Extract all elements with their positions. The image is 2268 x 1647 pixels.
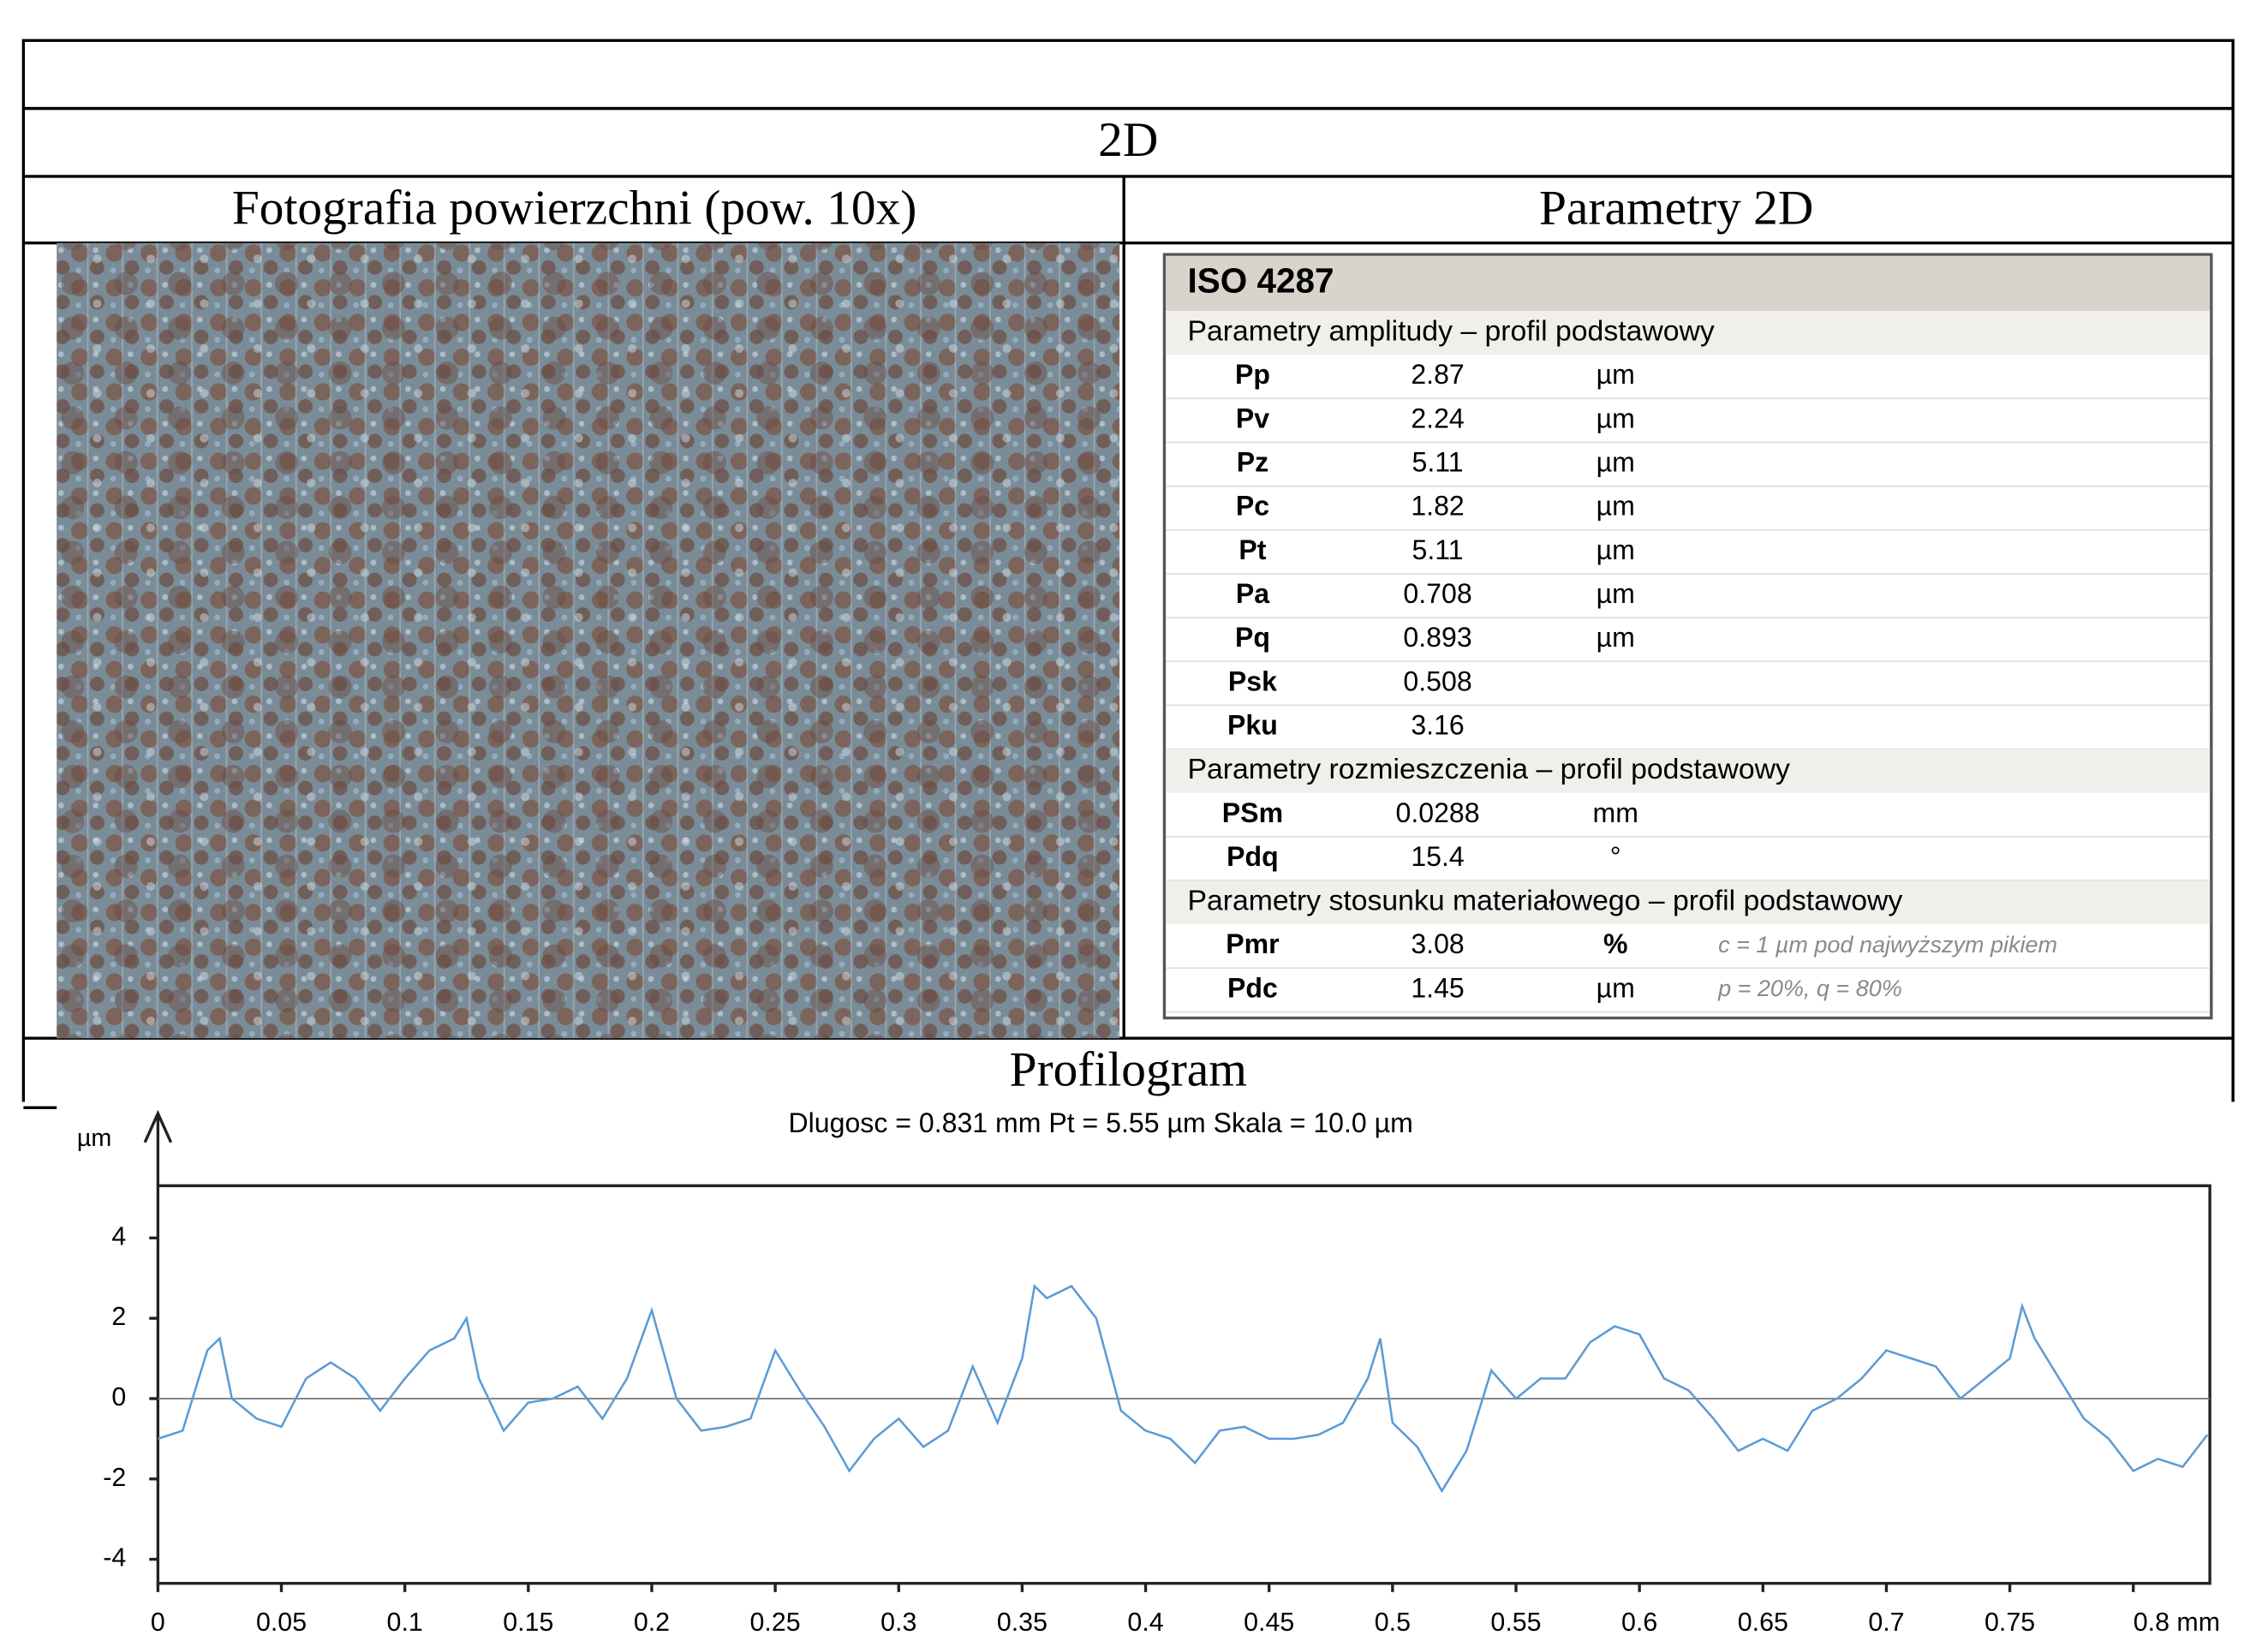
plot-frame	[156, 1184, 2211, 1585]
param-name: Pmr	[1226, 928, 1279, 959]
param-unit: µm	[1597, 622, 1635, 653]
param-unit: mm	[1593, 797, 1638, 828]
group-bar	[1166, 749, 2211, 793]
photo-header: Fotografia powierzchni (pow. 10x)	[232, 181, 917, 235]
param-name: Pz	[1237, 447, 1268, 478]
param-name: Pc	[1236, 491, 1269, 522]
x-tick-label: 0.1	[387, 1608, 423, 1637]
surface-photo	[57, 242, 1120, 1039]
x-tick-label: 0.6	[1621, 1608, 1657, 1637]
chart-title: Dlugosc = 0.831 mm Pt = 5.55 µm Skala = …	[789, 1107, 1413, 1138]
x-tick-label: 0.4	[1127, 1608, 1163, 1637]
param-note: p = 20%, q = 80%	[1717, 976, 1902, 1001]
param-name: Psk	[1228, 665, 1277, 696]
param-name: Pdq	[1227, 841, 1279, 872]
x-tick-label: 0.5	[1375, 1608, 1411, 1637]
param-note: c = 1 µm pod najwyższym pikiem	[1718, 932, 2057, 958]
y-tick-label: -4	[103, 1543, 126, 1572]
y-axis-label: µm	[77, 1125, 111, 1152]
param-name: Pa	[1236, 578, 1270, 609]
group-bar	[1166, 880, 2211, 925]
group-bar	[1166, 310, 2211, 355]
y-tick-label: 4	[111, 1221, 126, 1250]
profilogram-header: Profilogram	[1010, 1043, 1247, 1097]
x-tick-label: 0.8 mm	[2134, 1608, 2220, 1637]
x-tick-label: 0.3	[880, 1608, 916, 1637]
params-header: Parametry 2D	[1539, 181, 1813, 235]
param-unit: °	[1610, 841, 1621, 872]
param-unit: %	[1603, 928, 1628, 959]
param-unit: µm	[1597, 578, 1635, 609]
param-value: 1.45	[1411, 972, 1464, 1003]
param-unit: µm	[1597, 534, 1635, 565]
param-unit: µm	[1597, 491, 1635, 522]
param-value: 1.82	[1411, 491, 1464, 522]
param-unit: µm	[1597, 972, 1635, 1003]
params-title: ISO 4287	[1187, 261, 1334, 301]
x-tick-label: 0.05	[256, 1608, 307, 1637]
param-value: 0.0288	[1396, 797, 1480, 828]
x-tick-label: 0.55	[1490, 1608, 1541, 1637]
param-name: Pt	[1238, 534, 1266, 565]
param-value: 3.16	[1411, 709, 1464, 740]
param-unit: µm	[1597, 403, 1635, 433]
x-tick-label: 0.25	[750, 1608, 801, 1637]
profile-line	[157, 1283, 2209, 1494]
group-name: Parametry stosunku materiałowego – profi…	[1187, 885, 1902, 917]
param-value: 2.87	[1411, 359, 1464, 390]
x-tick-label: 0.35	[997, 1608, 1047, 1637]
chart-background	[2, 1101, 2266, 1647]
param-value: 15.4	[1411, 841, 1464, 872]
param-value: 5.11	[1412, 534, 1464, 565]
param-value: 2.24	[1411, 403, 1464, 433]
x-tick-label: 0.65	[1738, 1608, 1788, 1637]
param-value: 0.708	[1403, 578, 1471, 609]
param-value: 0.508	[1403, 665, 1471, 696]
param-name: Pv	[1236, 403, 1269, 433]
y-tick-label: -2	[103, 1463, 126, 1492]
profilogram-chart: Dlugosc = 0.831 mm Pt = 5.55 µm Skala = …	[77, 1107, 2220, 1637]
param-name: Pq	[1235, 622, 1270, 653]
param-unit: µm	[1597, 359, 1635, 390]
section-title: 2D	[1098, 113, 1158, 167]
y-tick-label: 2	[111, 1302, 126, 1331]
param-unit: µm	[1597, 447, 1635, 478]
param-name: Pp	[1235, 359, 1270, 390]
param-name: PSm	[1222, 797, 1283, 828]
x-tick-label: 0.2	[634, 1608, 670, 1637]
x-tick-label: 0	[151, 1608, 165, 1637]
param-value: 5.11	[1412, 447, 1464, 478]
x-tick-label: 0.45	[1244, 1608, 1294, 1637]
group-name: Parametry amplitudy – profil podstawowy	[1187, 314, 1714, 347]
group-name: Parametry rozmieszczenia – profil podsta…	[1187, 753, 1790, 785]
y-tick-label: 0	[111, 1382, 126, 1411]
x-tick-label: 0.7	[1868, 1608, 1904, 1637]
params-title-bar	[1166, 255, 2211, 311]
y-axis-arrow	[143, 1109, 173, 1186]
x-tick-label: 0.75	[1984, 1608, 2035, 1637]
param-name: Pdc	[1227, 972, 1278, 1003]
parameters-table: ISO 4287 Parametry amplitudy – profil pod…	[1162, 253, 2213, 1020]
param-value: 3.08	[1411, 928, 1464, 959]
param-name: Pku	[1227, 709, 1278, 740]
param-value: 0.893	[1403, 622, 1471, 653]
x-tick-label: 0.15	[503, 1608, 553, 1637]
